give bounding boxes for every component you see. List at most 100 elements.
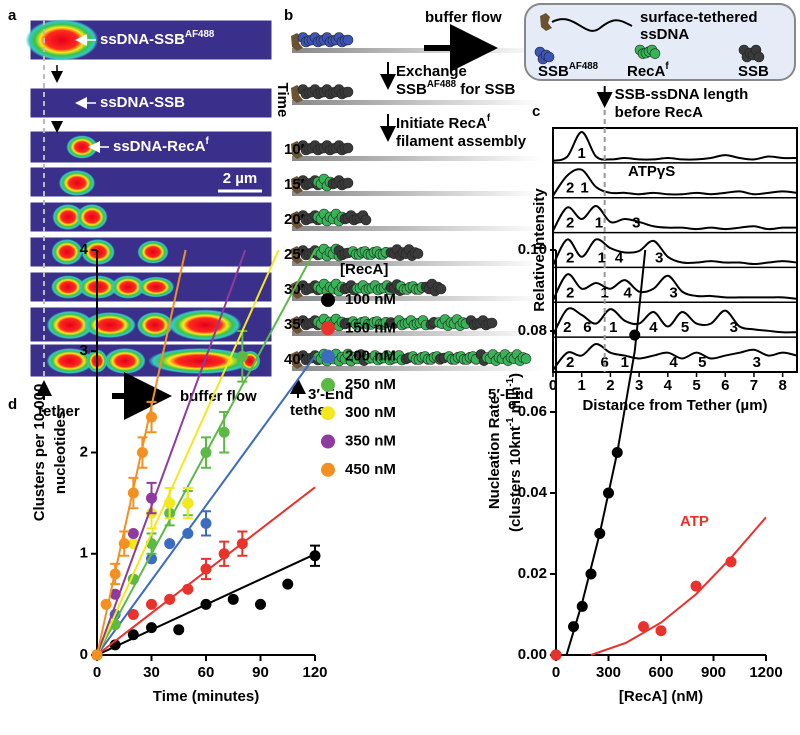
peak-label: 3	[753, 354, 761, 371]
intensity-trace	[552, 205, 798, 232]
data-point	[182, 583, 194, 595]
legend-title: surface-tethered	[640, 9, 758, 26]
data-point	[638, 621, 649, 633]
data-point	[236, 538, 248, 550]
x-tick-label: 1	[578, 377, 586, 394]
protein-bead	[520, 353, 532, 364]
surface-ramp	[292, 100, 542, 105]
peak-label: 1	[621, 354, 629, 371]
x-tick-label: 2	[606, 377, 614, 394]
data-point	[164, 497, 176, 509]
legend-marker	[321, 321, 335, 336]
protein-bead	[342, 86, 354, 98]
x-tick-label: 0	[549, 377, 557, 394]
x-tick-label: 300	[596, 664, 621, 681]
data-point	[200, 517, 212, 529]
scale-bar-label: 2 µm	[223, 170, 258, 187]
peak-label: 5	[698, 354, 706, 371]
data-point	[127, 487, 139, 499]
data-point	[127, 629, 139, 641]
legend-box	[524, 3, 796, 81]
annotation: SSB-ssDNA length	[615, 86, 749, 103]
protein-bead	[753, 51, 765, 63]
image-label-run: ssDNA-SSB	[100, 94, 185, 111]
intensity-trace	[552, 343, 798, 371]
y-axis-label-run: (clusters 10knt	[507, 426, 524, 532]
surface-ramp	[292, 226, 542, 231]
end-label: 3′-End	[308, 386, 353, 403]
y-tick-label: 0.08	[518, 322, 547, 339]
data-point	[127, 609, 139, 620]
data-point	[173, 624, 185, 636]
legend-marker	[321, 462, 335, 477]
panel-letter: a	[8, 7, 17, 24]
legend-item-run: RecA	[627, 63, 666, 80]
x-tick-label: 4	[664, 377, 673, 394]
data-point	[568, 621, 579, 633]
peak-label: 4	[615, 249, 624, 266]
data-point	[109, 588, 121, 600]
surface-ramp	[292, 331, 542, 336]
protein-bead	[342, 177, 354, 189]
legend-label: 150 nM	[345, 319, 396, 336]
peak-label: 2	[566, 215, 574, 232]
peak-label: 1	[598, 249, 606, 266]
protein-bead	[543, 51, 555, 63]
legend-marker	[321, 377, 335, 392]
fluorescent-cluster	[111, 275, 145, 299]
data-point	[127, 528, 139, 539]
fluorescent-cluster	[137, 240, 169, 264]
legend-label: 300 nM	[345, 404, 396, 421]
image-label: ssDNA-SSB	[100, 94, 185, 111]
x-tick-label: 90	[252, 664, 269, 681]
legend-marker	[321, 434, 335, 449]
peak-label: 4	[623, 284, 632, 301]
x-tick-label: 7	[750, 377, 758, 394]
peak-label: 1	[609, 319, 617, 336]
y-tick-label: 4	[80, 241, 89, 258]
time-label: 35′	[284, 316, 305, 333]
y-tick-label: 0.00	[518, 646, 547, 663]
fit-curve	[565, 249, 647, 656]
image-label: ssDNA-SSBAF488	[100, 29, 215, 48]
legend-label: 350 nM	[345, 432, 396, 449]
fluorescent-cluster	[46, 348, 94, 374]
y-tick-label: 1	[80, 545, 88, 562]
y-tick-label: 0.10	[518, 241, 547, 258]
y-axis-label-sup: -1	[505, 417, 516, 426]
y-axis-label-run: Nucleation Rate	[486, 396, 503, 509]
time-label: 10′	[284, 141, 305, 158]
peak-label: 3	[655, 249, 663, 266]
fit-curve	[590, 516, 767, 656]
peak-label: 4	[649, 319, 658, 336]
legend-marker	[321, 293, 335, 307]
x-tick-label: 60	[198, 664, 215, 681]
data-point	[309, 550, 321, 562]
legend-item-run: SSB	[538, 63, 569, 80]
fluorescent-cluster	[51, 239, 83, 265]
data-point	[550, 649, 562, 661]
peak-label: 1	[595, 215, 603, 232]
data-point	[109, 568, 121, 580]
x-tick-label: 0	[552, 664, 560, 681]
data-point	[282, 578, 294, 590]
x-tick-label: 600	[648, 664, 673, 681]
y-axis-label: Clusters per 10,000	[31, 384, 48, 522]
step-label: Initiate RecAf	[396, 113, 491, 132]
data-point	[164, 593, 176, 605]
x-tick-label: 8	[778, 377, 786, 394]
peak-label: 3	[632, 215, 640, 232]
step-label-run: Exchange	[396, 63, 467, 80]
data-point	[182, 528, 194, 539]
data-point	[146, 553, 157, 565]
data-point	[236, 350, 248, 362]
x-tick-label: 5	[692, 377, 700, 394]
step-label: Exchange	[396, 63, 467, 80]
y-axis-label-run: nucleotides	[52, 411, 69, 494]
peak-label: 2	[566, 180, 574, 197]
legend-item-sup: AF488	[569, 61, 599, 72]
data-point	[200, 598, 212, 610]
fluorescent-cluster	[136, 312, 174, 338]
peak-label: 5	[681, 319, 689, 336]
